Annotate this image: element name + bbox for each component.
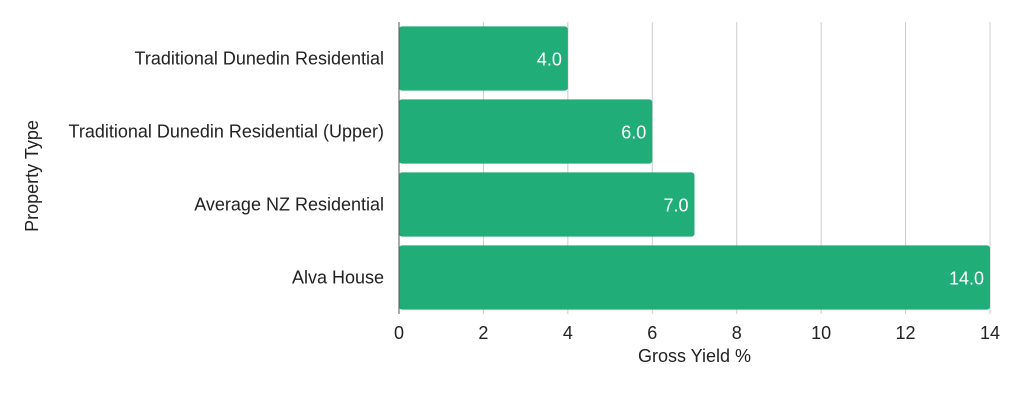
bar-0 <box>399 26 568 91</box>
x-tick-label-8: 8 <box>732 323 742 343</box>
bar-3 <box>399 245 990 310</box>
bar-1 <box>399 99 653 164</box>
category-label-0: Traditional Dunedin Residential <box>135 49 384 69</box>
x-tick-label-4: 4 <box>563 323 573 343</box>
bars <box>399 26 990 310</box>
x-tick-label-14: 14 <box>980 323 1000 343</box>
category-label-1: Traditional Dunedin Residential (Upper) <box>69 122 385 142</box>
x-tick-labels: 0 2 4 6 8 10 12 14 <box>394 323 1000 343</box>
bar-value-labels: 4.0 6.0 7.0 14.0 <box>537 50 984 289</box>
bar-value-label-2: 7.0 <box>663 196 688 216</box>
bar-value-label-1: 6.0 <box>621 123 646 143</box>
x-tick-label-0: 0 <box>394 323 404 343</box>
bar-2 <box>399 172 695 237</box>
bar-value-label-0: 4.0 <box>537 50 562 70</box>
category-label-2: Average NZ Residential <box>194 195 384 215</box>
x-tick-label-10: 10 <box>811 323 831 343</box>
category-labels: Traditional Dunedin Residential Tradition… <box>69 49 385 288</box>
y-axis-title: Property Type <box>22 120 42 232</box>
x-axis-title: Gross Yield % <box>638 346 751 366</box>
x-tick-label-12: 12 <box>896 323 916 343</box>
category-label-3: Alva House <box>292 268 384 288</box>
x-tick-label-2: 2 <box>478 323 488 343</box>
x-tick-label-6: 6 <box>647 323 657 343</box>
bar-value-label-3: 14.0 <box>949 269 984 289</box>
